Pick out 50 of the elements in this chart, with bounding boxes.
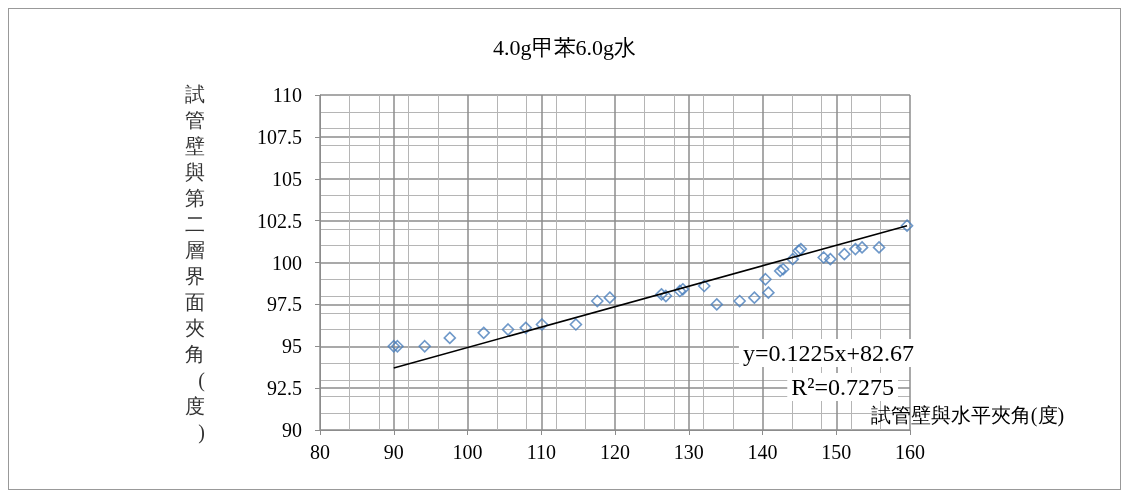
point xyxy=(391,339,404,353)
point xyxy=(387,339,401,353)
point xyxy=(603,291,617,304)
point xyxy=(786,252,800,266)
chart-title: 4.0g甲苯6.0g水 xyxy=(493,34,636,60)
point xyxy=(748,291,761,304)
point xyxy=(759,272,772,286)
x-tick-label: 90 xyxy=(383,441,404,463)
point xyxy=(849,242,862,256)
annotation: R²=0.7275 xyxy=(791,374,895,400)
point xyxy=(519,321,533,335)
point xyxy=(900,219,914,232)
annotation: y=0.1225x+82.67 xyxy=(742,340,915,366)
point xyxy=(659,289,673,303)
x-axis-title: 試管壁與水平夾角(度) xyxy=(870,404,1065,427)
y-tick-label: 90 xyxy=(282,419,302,441)
point xyxy=(817,251,831,264)
point xyxy=(824,252,837,266)
point xyxy=(733,294,746,308)
point xyxy=(855,241,869,254)
point xyxy=(591,294,604,308)
point xyxy=(710,298,724,311)
x-tick-label: 160 xyxy=(895,441,925,463)
point xyxy=(569,318,583,331)
point xyxy=(477,326,491,340)
y-tick-label: 110 xyxy=(272,84,302,106)
x-tick-label: 110 xyxy=(526,441,556,463)
y-tick-label: 102.5 xyxy=(257,209,302,232)
point xyxy=(443,331,457,345)
y-tick-label: 97.5 xyxy=(267,293,302,316)
y-tick-label: 107.5 xyxy=(257,125,302,148)
point xyxy=(697,279,711,293)
point xyxy=(535,318,549,331)
y-tick-label: 92.5 xyxy=(267,377,302,400)
point xyxy=(418,339,432,353)
point xyxy=(838,247,851,261)
x-tick-label: 130 xyxy=(673,441,704,463)
y-tick-label: 100 xyxy=(272,251,302,274)
x-tick-label: 150 xyxy=(821,441,852,463)
point xyxy=(872,241,886,254)
text: 試管壁與第二層界面夾角(度) xyxy=(185,82,205,443)
point xyxy=(501,323,515,336)
x-tick-label: 80 xyxy=(310,441,330,463)
y-tick-label: 105 xyxy=(272,167,302,190)
x-tick-label: 140 xyxy=(747,441,778,463)
point xyxy=(762,286,775,299)
point xyxy=(655,288,668,301)
y-tick-label: 95 xyxy=(282,335,302,358)
x-tick-label: 100 xyxy=(452,441,483,463)
x-tick-label: 120 xyxy=(600,441,630,463)
